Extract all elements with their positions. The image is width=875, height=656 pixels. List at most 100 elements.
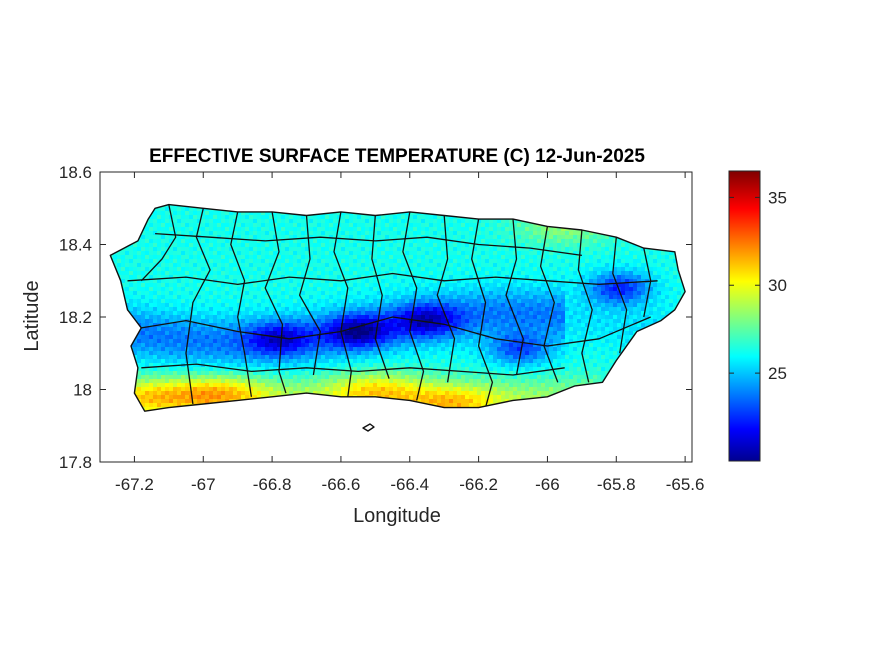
heat-cell (217, 239, 222, 244)
heat-cell (685, 275, 686, 280)
heat-cell (481, 231, 486, 236)
heat-cell (357, 299, 362, 304)
heat-cell (597, 323, 602, 328)
heat-cell (289, 231, 294, 236)
heat-cell (189, 219, 194, 224)
heat-cell (581, 219, 586, 224)
heat-cell (369, 283, 374, 288)
heat-cell (557, 204, 562, 208)
heat-cell (665, 303, 670, 308)
heat-cell (441, 199, 446, 204)
heat-cell (577, 243, 582, 248)
heat-cell (493, 295, 498, 300)
heat-cell (189, 211, 194, 216)
heat-cell (561, 259, 566, 264)
heat-cell (253, 207, 258, 212)
heat-cell (257, 215, 262, 220)
heat-cell (305, 319, 310, 324)
heat-cell (481, 275, 486, 280)
heat-cell (333, 259, 338, 264)
heat-cell (129, 199, 134, 204)
heat-cell (553, 204, 558, 208)
heat-cell (249, 279, 254, 284)
heat-cell (601, 247, 606, 252)
heat-cell (549, 204, 554, 208)
heat-cell (273, 243, 278, 248)
heat-cell (297, 315, 302, 320)
heat-cell (517, 227, 522, 232)
heat-cell (625, 207, 630, 212)
heat-cell (689, 283, 694, 288)
heat-cell (373, 271, 378, 276)
heat-cell (561, 299, 566, 304)
heat-cell (257, 239, 262, 244)
heat-cell (281, 291, 286, 296)
heat-cell (393, 267, 398, 272)
heat-cell (665, 311, 670, 316)
heat-cell (125, 204, 130, 208)
heat-cell (389, 299, 394, 304)
heat-cell (581, 223, 586, 228)
heat-cell (481, 255, 486, 260)
heat-cell (397, 195, 402, 200)
heat-cell (601, 279, 606, 284)
heat-cell (269, 207, 274, 212)
heat-cell (337, 287, 342, 292)
heat-cell (493, 207, 498, 212)
heat-cell (601, 315, 606, 320)
heat-cell (110, 287, 114, 292)
heat-cell (237, 287, 242, 292)
heat-cell (533, 291, 538, 296)
heat-cell (481, 204, 486, 208)
heat-cell (397, 275, 402, 280)
heat-cell (445, 195, 450, 200)
heat-cell (301, 259, 306, 264)
heat-cell (113, 227, 118, 232)
heat-cell (541, 303, 546, 308)
heat-cell (193, 211, 198, 216)
heat-cell (165, 303, 170, 308)
heat-cell (133, 259, 138, 264)
heat-cell (533, 215, 538, 220)
heat-cell (113, 235, 118, 240)
heat-cell (465, 315, 470, 320)
heat-cell (429, 255, 434, 260)
heat-cell (533, 235, 538, 240)
heat-cell (217, 295, 222, 300)
heat-cell (529, 239, 534, 244)
heat-cell (381, 243, 386, 248)
heat-cell (633, 263, 638, 268)
heat-cell (533, 207, 538, 212)
heat-cell (565, 247, 570, 252)
heat-cell (489, 303, 494, 308)
heat-cell (509, 211, 514, 216)
heat-cell (557, 263, 562, 268)
heat-cell (453, 243, 458, 248)
heat-cell (693, 283, 698, 288)
heat-cell (361, 223, 366, 228)
heat-cell (289, 299, 294, 304)
heat-cell (369, 199, 374, 204)
heat-cell (245, 207, 250, 212)
heat-cell (197, 323, 202, 328)
heat-cell (589, 279, 594, 284)
heat-cell (505, 239, 510, 244)
heat-cell (685, 243, 686, 248)
heat-cell (169, 204, 174, 208)
heat-cell (177, 303, 182, 308)
heat-cell (665, 199, 670, 204)
heat-cell (673, 215, 678, 220)
heat-cell (525, 275, 530, 280)
heat-cell (265, 223, 270, 228)
heat-cell (125, 315, 130, 320)
heat-cell (421, 279, 426, 284)
heat-cell (541, 267, 546, 272)
heat-cell (221, 215, 226, 220)
heat-cell (561, 227, 566, 232)
heat-cell (237, 279, 242, 284)
heat-cell (437, 199, 442, 204)
heat-cell (245, 263, 250, 268)
heat-cell (381, 307, 386, 312)
heat-cell (273, 271, 278, 276)
heat-cell (285, 243, 290, 248)
